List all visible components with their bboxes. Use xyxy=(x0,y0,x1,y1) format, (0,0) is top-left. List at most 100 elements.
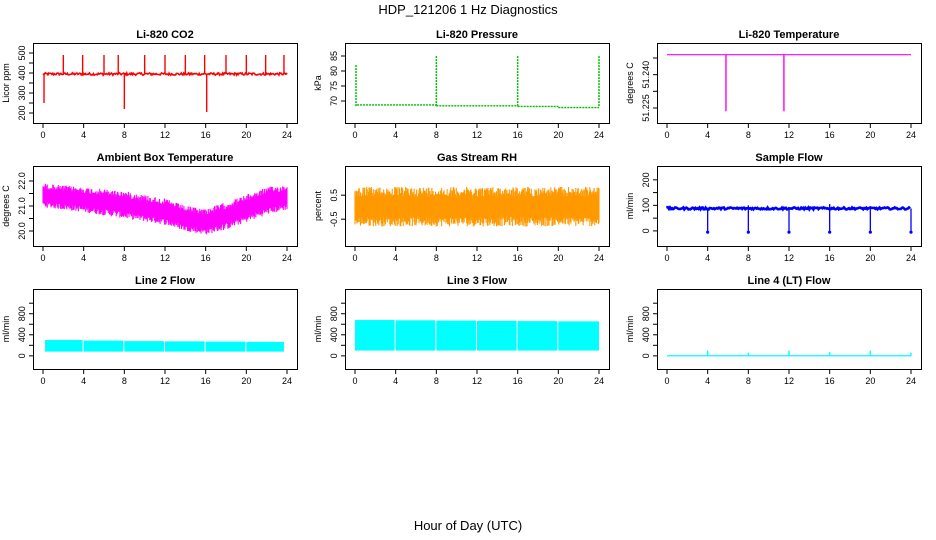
plot-frame xyxy=(657,43,922,124)
x-tick-label: 16 xyxy=(201,130,211,140)
x-tick-label: 20 xyxy=(241,376,251,386)
x-tick-label: 0 xyxy=(352,130,357,140)
y-tick-label: 51.240 xyxy=(641,61,651,89)
x-tick-label: 0 xyxy=(40,376,45,386)
flow-block xyxy=(124,341,164,352)
y-tick-label: 20.0 xyxy=(17,222,27,240)
x-tick-label: 24 xyxy=(594,130,604,140)
panel-title: Line 2 Flow xyxy=(135,275,195,287)
x-tick-label: 0 xyxy=(664,130,669,140)
x-tick-label: 0 xyxy=(664,253,669,263)
y-tick-label: 200 xyxy=(17,105,27,120)
x-tick-label: 8 xyxy=(434,130,439,140)
y-tick-label: 200 xyxy=(641,172,651,187)
y-axis-label: percent xyxy=(313,190,323,221)
flow-block xyxy=(517,321,558,351)
x-tick-label: 8 xyxy=(122,253,127,263)
plot-frame xyxy=(657,289,922,370)
y-tick-label: 80 xyxy=(329,66,339,76)
x-tick-label: 20 xyxy=(865,376,875,386)
y-tick-label: 800 xyxy=(329,306,339,321)
flow-block xyxy=(355,320,395,351)
panel-3: Ambient Box Temperature degrees C 0 4 8 12 16 2… xyxy=(1,152,298,263)
panel-title: Ambient Box Temperature xyxy=(97,152,234,164)
x-tick-label: 24 xyxy=(282,130,292,140)
x-tick-label: 4 xyxy=(393,253,398,263)
x-tick-label: 12 xyxy=(472,376,482,386)
dip-point xyxy=(706,230,710,234)
y-tick-label: -0.5 xyxy=(329,211,339,227)
y-tick-label: 300 xyxy=(17,85,27,100)
panel-2: Li-820 Temperature degrees C 0 4 8 12 16 20 24 51… xyxy=(625,29,922,140)
panel-title: Line 4 (LT) Flow xyxy=(748,275,831,287)
y-tick-label: 100 xyxy=(641,198,651,213)
panel-title: Li-820 Pressure xyxy=(436,29,518,41)
x-tick-label: 8 xyxy=(746,253,751,263)
x-tick-label: 16 xyxy=(201,376,211,386)
flow-block xyxy=(205,341,246,352)
x-tick-label: 0 xyxy=(40,130,45,140)
x-tick-label: 24 xyxy=(906,253,916,263)
x-tick-label: 12 xyxy=(160,376,170,386)
x-tick-label: 12 xyxy=(160,253,170,263)
x-tick-label: 8 xyxy=(434,253,439,263)
y-tick-label: 0 xyxy=(641,228,651,233)
x-tick-label: 4 xyxy=(705,253,710,263)
series-1 xyxy=(355,56,600,109)
flow-block xyxy=(395,320,436,351)
y-tick-label: 22.0 xyxy=(17,172,27,190)
series-3 xyxy=(42,184,288,235)
x-tick-label: 24 xyxy=(282,376,292,386)
x-tick-label: 0 xyxy=(664,376,669,386)
x-tick-label: 8 xyxy=(746,130,751,140)
panel-5: Sample Flow ml/min 0 4 8 12 16 20 24 0 100 200 xyxy=(625,152,922,263)
figure-title: HDP_121206 1 Hz Diagnostics xyxy=(378,2,558,17)
panel-title: Sample Flow xyxy=(755,152,823,164)
panel-title: Gas Stream RH xyxy=(437,152,517,164)
x-tick-label: 20 xyxy=(865,130,875,140)
y-tick-label: 400 xyxy=(17,65,27,80)
dip-point xyxy=(746,230,750,234)
x-tick-label: 0 xyxy=(40,253,45,263)
y-tick-label: 85 xyxy=(329,51,339,61)
x-tick-label: 20 xyxy=(553,130,563,140)
series-4 xyxy=(354,186,600,227)
x-tick-label: 12 xyxy=(472,130,482,140)
y-tick-label: 400 xyxy=(329,327,339,342)
y-tick-label: 800 xyxy=(17,306,27,321)
y-tick-label: 400 xyxy=(641,327,651,342)
x-tick-label: 20 xyxy=(865,253,875,263)
x-tick-label: 12 xyxy=(784,130,794,140)
series-0 xyxy=(42,55,288,112)
y-axis-label: Licor ppm xyxy=(1,63,11,103)
flow-block xyxy=(45,340,83,352)
x-axis-caption: Hour of Day (UTC) xyxy=(413,518,523,533)
x-tick-label: 4 xyxy=(705,376,710,386)
series-7 xyxy=(355,320,599,351)
y-axis-label: ml/min xyxy=(625,193,635,220)
series-2 xyxy=(667,54,911,112)
flow-block xyxy=(477,320,517,351)
y-tick-label: 400 xyxy=(17,327,27,342)
x-tick-label: 12 xyxy=(472,253,482,263)
x-tick-label: 8 xyxy=(122,376,127,386)
x-tick-label: 16 xyxy=(825,376,835,386)
x-tick-label: 24 xyxy=(906,130,916,140)
x-tick-label: 12 xyxy=(784,253,794,263)
panel-7: Line 3 Flow ml/min 0 4 8 12 16 20 24 0 400 800 xyxy=(313,275,610,386)
plot-frame xyxy=(345,43,610,124)
flow-block xyxy=(436,320,476,351)
dip-point xyxy=(787,230,791,234)
y-tick-label: 70 xyxy=(329,96,339,106)
flow-block xyxy=(246,341,284,352)
y-tick-label: 0 xyxy=(17,353,27,358)
y-tick-label: 21.0 xyxy=(17,197,27,215)
panel-4: Gas Stream RH percent 0 4 8 12 16 20 24 -0.5 0.5 xyxy=(313,152,610,263)
x-tick-label: 4 xyxy=(81,253,86,263)
panel-title: Line 3 Flow xyxy=(447,275,507,287)
x-tick-label: 8 xyxy=(746,376,751,386)
y-tick-label: 500 xyxy=(17,45,27,60)
dip-point xyxy=(828,230,832,234)
x-tick-label: 4 xyxy=(393,130,398,140)
panel-8: Line 4 (LT) Flow ml/min 0 4 8 12 16 20 24 0 400 800 xyxy=(625,275,922,386)
